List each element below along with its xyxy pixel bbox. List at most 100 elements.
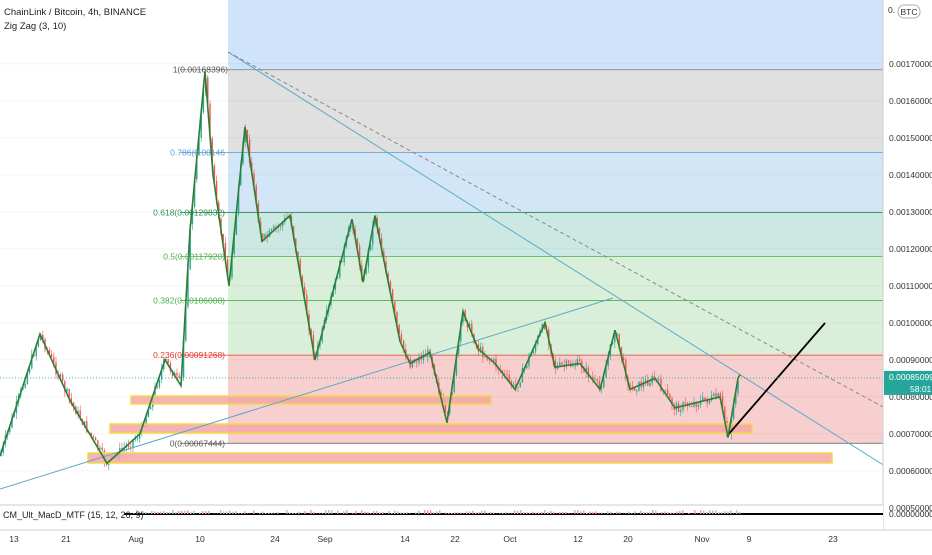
macd-bar	[352, 513, 354, 514]
macd-bar	[508, 513, 510, 514]
time-label: 13	[9, 534, 19, 544]
macd-bar	[544, 510, 546, 514]
candle-body	[685, 402, 686, 403]
macd-bar	[166, 512, 168, 514]
price-label: 0.00070000	[889, 429, 932, 439]
indicator-pane: CM_Ult_MacD_MTF (15, 12, 26, 9) 0.0000000…	[0, 505, 932, 530]
macd-bar	[712, 511, 714, 514]
candle-body	[669, 394, 670, 398]
price-label: 0.	[888, 5, 895, 15]
countdown-label: 58:01	[910, 384, 932, 394]
support-zone	[110, 424, 752, 433]
macd-bar	[475, 513, 477, 514]
macd-bar	[370, 513, 372, 514]
macd-bar	[292, 513, 294, 514]
candle-body	[575, 365, 576, 366]
macd-bar	[478, 512, 480, 514]
macd-bar	[721, 512, 723, 514]
macd-bar	[583, 511, 585, 514]
macd-bar	[376, 511, 378, 514]
macd-bar	[367, 512, 369, 514]
price-label: 0.00130000	[889, 207, 932, 217]
price-axis: 0.BTC0.001700000.001600000.001500000.001…	[883, 0, 932, 550]
macd-bar	[532, 512, 534, 514]
macd-bar	[439, 510, 441, 514]
candle-body	[561, 363, 562, 365]
candle-body	[702, 397, 703, 400]
macd-bar	[466, 511, 468, 514]
macd-bar	[289, 513, 291, 514]
time-label: Aug	[128, 534, 143, 544]
macd-bar	[718, 512, 720, 514]
macd-bar	[445, 513, 447, 514]
candle-body	[614, 336, 615, 343]
macd-bar	[736, 510, 738, 514]
macd-bar	[205, 511, 207, 514]
macd-bar	[631, 513, 633, 514]
candle-body	[691, 406, 692, 407]
candle-body	[484, 357, 485, 358]
macd-bar	[514, 510, 516, 514]
macd-bar	[703, 511, 705, 514]
macd-bar	[727, 512, 729, 514]
macd-bar	[253, 511, 255, 514]
macd-bar	[181, 511, 183, 514]
macd-bar	[706, 512, 708, 514]
macd-bar	[220, 510, 222, 514]
macd-bar	[559, 512, 561, 514]
macd-bar	[244, 511, 246, 514]
time-label: 20	[623, 534, 633, 544]
macd-bar	[598, 513, 600, 514]
macd-bar	[568, 513, 570, 514]
macd-bar	[451, 513, 453, 514]
macd-bar	[643, 512, 645, 514]
fib-label: 0.786(0.00146	[170, 148, 225, 158]
macd-bar	[502, 513, 504, 514]
macd-bar	[223, 512, 225, 514]
currency-badge-label: BTC	[901, 7, 918, 17]
candle-body	[99, 448, 100, 449]
price-label: 0.00110000	[889, 281, 932, 291]
candle-body	[579, 359, 580, 361]
macd-bar	[628, 512, 630, 514]
macd-bar	[694, 510, 696, 514]
macd-bar	[262, 512, 264, 514]
candle-body	[51, 354, 52, 357]
macd-bar	[700, 510, 702, 514]
macd-bar	[331, 510, 333, 514]
candle-body	[157, 387, 158, 388]
macd-bar	[271, 513, 273, 514]
macd-bar	[232, 512, 234, 514]
indicator-label: CM_Ult_MacD_MTF (15, 12, 26, 9)	[3, 510, 144, 520]
candle-body	[271, 229, 272, 230]
macd-bar	[526, 512, 528, 514]
indicator-zero-label: 0.00000000	[889, 509, 932, 519]
fib-zone-above	[228, 0, 883, 70]
fib-zone	[228, 256, 883, 300]
macd-bar	[430, 510, 432, 514]
macd-bar	[634, 511, 636, 514]
macd-bar	[565, 512, 567, 514]
candle-body	[597, 379, 598, 381]
macd-bar	[580, 511, 582, 514]
current-price-label: 0.00085099	[889, 372, 932, 382]
candle-body	[262, 234, 263, 238]
macd-bar	[343, 511, 345, 514]
price-label: 0.00100000	[889, 318, 932, 328]
macd-bar	[454, 512, 456, 514]
macd-bar	[682, 510, 684, 514]
macd-bar	[373, 511, 375, 514]
macd-bar	[193, 511, 195, 514]
macd-bar	[157, 512, 159, 514]
macd-bar	[646, 512, 648, 514]
macd-bar	[415, 512, 417, 514]
macd-bar	[673, 513, 675, 514]
macd-bar	[547, 512, 549, 514]
candle-body	[150, 407, 151, 409]
macd-bar	[523, 512, 525, 514]
macd-bar	[592, 512, 594, 514]
macd-bar	[607, 511, 609, 514]
indicator-name: Zig Zag (3, 10)	[4, 21, 66, 32]
